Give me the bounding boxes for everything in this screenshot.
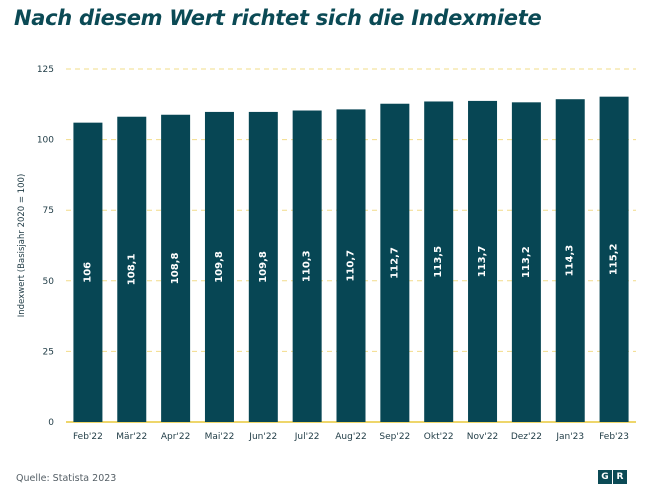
bar-value-label: 108,8	[170, 253, 181, 285]
x-tick-label: Feb'23	[599, 432, 629, 442]
logo-letter-g: G	[598, 470, 612, 484]
y-tick-label: 75	[43, 206, 54, 216]
bar	[117, 116, 147, 423]
bar	[204, 111, 234, 422]
y-tick-label: 0	[48, 418, 54, 428]
x-axis-ticks: Feb'22 Mär'22 Apr'22 Mai'22 Jun'22 Jul'22 Aug'…	[73, 432, 629, 442]
x-tick-label: Sep'22	[379, 432, 410, 442]
y-axis-label: Indexwert (Basisjahr 2020 = 100)	[17, 174, 27, 318]
bar	[599, 96, 629, 422]
bar	[555, 99, 585, 422]
bar	[468, 100, 498, 423]
bar-value-label: 113,2	[521, 246, 532, 278]
bar-value-label: 112,7	[389, 247, 400, 279]
x-tick-label: Jun'22	[248, 432, 277, 442]
y-tick-label: 100	[37, 136, 54, 146]
y-tick-label: 25	[43, 347, 54, 357]
bar	[161, 114, 191, 422]
x-tick-label: Aug'22	[335, 432, 367, 442]
bar-value-label: 110,7	[346, 250, 357, 282]
logo-letter-r: R	[613, 470, 627, 484]
bar-value-label: 108,1	[126, 254, 137, 286]
bar	[511, 102, 541, 423]
x-tick-label: Dez'22	[511, 432, 542, 442]
bar-value-label: 113,7	[477, 246, 488, 278]
bar	[73, 122, 103, 422]
x-tick-label: Okt'22	[424, 432, 454, 442]
bar-value-label: 109,8	[214, 251, 225, 283]
y-tick-label: 50	[43, 277, 55, 287]
y-axis-ticks: 0 25 50 75 100 125	[37, 65, 54, 428]
bar-value-label: 110,3	[302, 250, 313, 282]
chart-title: Nach diesem Wert richtet sich die Indexm…	[14, 6, 542, 30]
bar	[292, 110, 322, 422]
source-note: Quelle: Statista 2023	[16, 473, 117, 484]
y-tick-label: 125	[37, 65, 54, 75]
brand-logo: G R	[598, 470, 627, 484]
x-tick-label: Feb'22	[73, 432, 103, 442]
bar-value-label: 115,2	[609, 243, 620, 275]
bar-value-label: 113,5	[433, 246, 444, 278]
x-tick-label: Mär'22	[116, 432, 147, 442]
bar	[336, 109, 366, 422]
x-tick-label: Mai'22	[205, 432, 235, 442]
bar-value-label: 114,3	[565, 245, 576, 277]
x-tick-label: Nov'22	[467, 432, 499, 442]
bars: 106 108,1 108,8 109,8 109,8 110,3 110,7 112,7 11…	[73, 96, 629, 423]
bar-value-label: 109,8	[258, 251, 269, 283]
x-tick-label: Apr'22	[161, 432, 191, 442]
bar	[380, 103, 410, 422]
bar	[248, 111, 278, 422]
bar	[424, 101, 454, 422]
x-tick-label: Jan'23	[555, 432, 584, 442]
x-tick-label: Jul'22	[294, 432, 320, 442]
bar-value-label: 106	[82, 262, 93, 283]
